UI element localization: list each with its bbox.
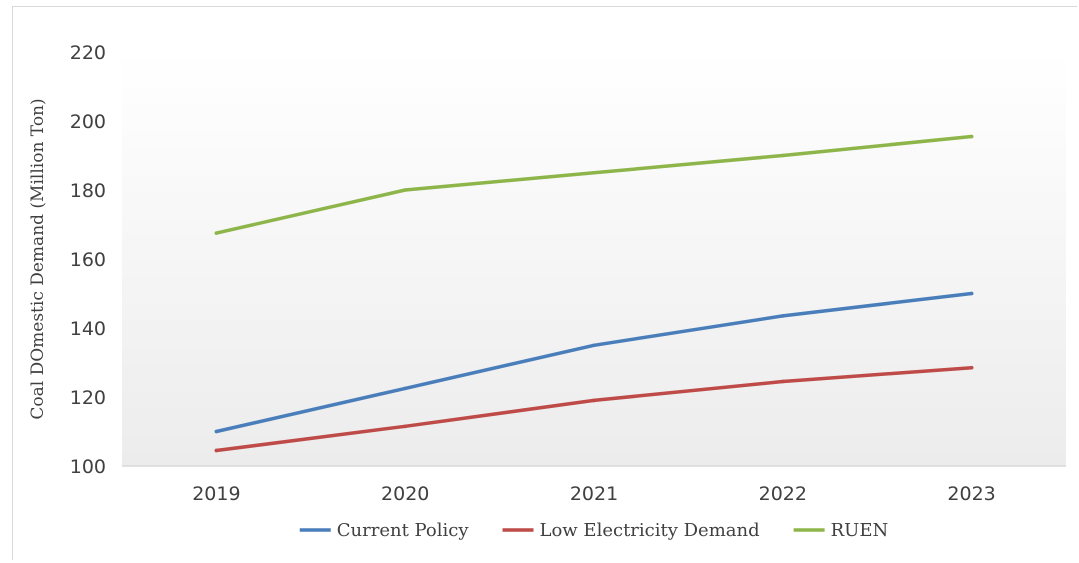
data-point (403, 188, 408, 192)
y-tick-label: 120 (70, 387, 106, 409)
y-tick-label: 220 (70, 42, 106, 64)
data-point (214, 448, 219, 453)
y-tick-label: 160 (70, 249, 106, 271)
data-point (403, 424, 408, 429)
legend-label: Low Electricity Demand (540, 520, 760, 541)
legend-label: Current Policy (337, 520, 470, 541)
data-point (214, 231, 219, 235)
data-point (214, 429, 219, 434)
data-point (781, 314, 785, 318)
data-point (781, 379, 785, 384)
data-point (969, 134, 974, 139)
y-axis-title: Coal DOmestic Demand (Million Ton) (28, 98, 48, 419)
legend-item: RUEN (793, 520, 889, 541)
data-point (592, 343, 596, 348)
legend-item: Low Electricity Demand (502, 520, 760, 541)
x-tick-label: 2021 (570, 483, 618, 505)
x-tick-label: 2020 (381, 483, 429, 505)
y-tick-label: 140 (70, 318, 106, 340)
y-tick-label: 180 (70, 180, 106, 202)
x-tick-label: 2023 (947, 483, 995, 505)
legend-item: Current Policy (299, 520, 470, 541)
data-point (969, 365, 974, 370)
data-point (592, 398, 596, 403)
data-point (403, 386, 408, 391)
y-tick-label: 200 (70, 111, 106, 133)
x-tick-label: 2019 (192, 483, 240, 505)
legend-label: RUEN (831, 520, 889, 541)
data-point (781, 153, 785, 158)
y-tick-label: 100 (70, 456, 106, 478)
x-tick-label: 2022 (759, 483, 807, 505)
data-point (969, 291, 974, 296)
data-point (592, 170, 596, 175)
plot-area (122, 52, 1066, 466)
